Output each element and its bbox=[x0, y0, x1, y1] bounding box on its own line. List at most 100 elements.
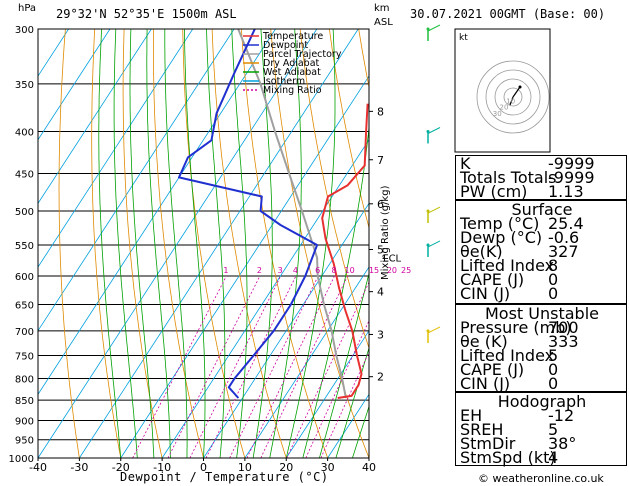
hodograph-ring-label: 20 bbox=[500, 104, 509, 112]
hodograph-ring bbox=[503, 87, 523, 107]
pressure-tick-label: 750 bbox=[15, 351, 34, 362]
hodograph-trace bbox=[512, 86, 521, 98]
row-label: θe (K) bbox=[460, 332, 508, 351]
mixing-ratio-label: 4 bbox=[293, 266, 298, 275]
row-value: 0 bbox=[548, 360, 559, 379]
isotherm-line bbox=[79, 29, 359, 458]
row-label: StmDir bbox=[460, 434, 516, 453]
legend-label: Dewpoint bbox=[263, 40, 308, 51]
legend-label: Parcel Trajectory bbox=[263, 49, 342, 60]
isotherm-line bbox=[120, 75, 369, 458]
mixing-ratio-line bbox=[167, 275, 261, 458]
dry-adiabat-line bbox=[241, 29, 328, 458]
table-row: Dewp (°C) -0.6 bbox=[456, 228, 628, 247]
table-row: Pressure (mb) 700 bbox=[456, 320, 628, 336]
wind-barb-dot bbox=[426, 130, 430, 134]
mixing-ratio-label: 1 bbox=[223, 266, 228, 275]
row-value: 0 bbox=[548, 270, 559, 289]
km-tick-label: 3 bbox=[377, 328, 384, 341]
hodograph-ring bbox=[485, 69, 541, 125]
lcl-label: LCL bbox=[383, 254, 402, 265]
table-row: Lifted Index 5 bbox=[456, 346, 628, 365]
wet-adiabat-line bbox=[129, 29, 155, 458]
pressure-tick-label: 400 bbox=[15, 128, 34, 139]
k-row: K -9999 bbox=[456, 156, 628, 172]
pw-value: 1.13 bbox=[548, 182, 584, 201]
x-tick-label: 10 bbox=[238, 461, 252, 474]
km-tick-label: 6 bbox=[377, 198, 384, 211]
table-row: StmDir 38° bbox=[456, 434, 628, 453]
parcel-trajectory-line bbox=[237, 29, 347, 399]
asl-label: ASL bbox=[374, 17, 393, 28]
isotherm-line bbox=[38, 29, 69, 77]
hodograph-frame bbox=[454, 28, 551, 153]
table-row: CAPE (J) 0 bbox=[456, 360, 628, 379]
pressure-tick-label: 600 bbox=[15, 272, 34, 283]
mixing-ratio-label: 20 bbox=[387, 266, 397, 275]
wet-adiabat-line bbox=[302, 123, 369, 458]
wet-adiabat-line bbox=[269, 29, 302, 458]
wind-barb-flag bbox=[427, 240, 441, 248]
isotherm-line bbox=[38, 29, 152, 205]
row-label: Lifted Index bbox=[460, 256, 555, 275]
legend-label: Mixing Ratio bbox=[263, 85, 322, 96]
mixing-ratio-label: 3 bbox=[278, 266, 283, 275]
table-row: Lifted Index 8 bbox=[456, 256, 628, 275]
wet-adiabat-line bbox=[285, 29, 336, 458]
isotherm-line bbox=[161, 138, 369, 458]
table-row: SREH 5 bbox=[456, 420, 628, 439]
wet-adiabat-line bbox=[184, 29, 206, 458]
mixing-ratio-line bbox=[132, 275, 227, 458]
row-value: 333 bbox=[548, 332, 579, 351]
surface-title: Surface bbox=[511, 200, 573, 219]
indices-box: K -9999 Totals Totals -9999 PW (cm) 1.13 bbox=[455, 155, 627, 200]
wind-barb-flag bbox=[427, 206, 441, 214]
row-label: EH bbox=[460, 406, 483, 425]
dry-adiabat-line bbox=[122, 29, 163, 458]
row-value: 8 bbox=[548, 256, 559, 275]
pressure-tick-label: 1000 bbox=[9, 454, 34, 465]
pressure-tick-label: 300 bbox=[15, 25, 34, 36]
surface-box: Surface Temp (°C) 25.4 Dewp (°C) -0.6 θe(K) 3… bbox=[455, 200, 627, 304]
isotherm-line bbox=[203, 202, 369, 458]
dry-adiabat-line bbox=[152, 29, 204, 458]
row-value: 5 bbox=[548, 420, 559, 439]
mixing-ratio-line bbox=[320, 351, 369, 458]
mixing-ratio-label: 10 bbox=[345, 266, 355, 275]
run-title: 30.07.2021 00GMT (Base: 00) bbox=[410, 7, 606, 21]
table-row: CAPE (J) 0 bbox=[456, 270, 628, 289]
wet-adiabat-line bbox=[146, 29, 171, 458]
mixing-ratio-label: 15 bbox=[369, 266, 379, 275]
dewpoint-line bbox=[178, 29, 319, 399]
x-tick-label: -30 bbox=[70, 461, 88, 474]
wind-barb-flag bbox=[427, 127, 441, 134]
pressure-tick-label: 450 bbox=[15, 169, 34, 180]
x-tick-label: -20 bbox=[112, 461, 130, 474]
pressure-tick-label: 650 bbox=[15, 301, 34, 312]
hpa-label: hPa bbox=[18, 3, 37, 14]
wet-adiabat-line bbox=[252, 29, 273, 458]
pw-row: PW (cm) 1.13 bbox=[456, 182, 628, 201]
isotherm-line bbox=[38, 29, 318, 458]
legend-label: Temperature bbox=[262, 31, 323, 42]
row-label: Temp (°C) bbox=[460, 214, 540, 233]
wet-adiabat-line bbox=[98, 29, 122, 458]
pressure-tick-label: 800 bbox=[15, 374, 34, 385]
axes: 1 2 3 4 6 8 10 15 20 2530035040045050055060065070… bbox=[9, 25, 412, 474]
wind-barb-dot bbox=[426, 243, 430, 247]
row-label: Lifted Index bbox=[460, 346, 555, 365]
row-label: SREH bbox=[460, 420, 504, 439]
mixing-ratio-line bbox=[260, 275, 348, 458]
most-unstable-title: Most Unstable bbox=[485, 304, 599, 323]
table-row: EH -12 bbox=[456, 406, 628, 425]
pressure-tick-label: 900 bbox=[15, 416, 34, 427]
pw-label: PW (cm) bbox=[460, 182, 528, 201]
pressure-tick-label: 500 bbox=[15, 207, 34, 218]
background-lines bbox=[38, 29, 369, 458]
km-tick-label: 8 bbox=[377, 105, 384, 118]
isotherm-line bbox=[244, 266, 369, 458]
row-label: Dewp (°C) bbox=[460, 228, 543, 247]
wet-adiabat-line bbox=[335, 346, 369, 458]
mixing-ratio-label: 25 bbox=[401, 266, 411, 275]
